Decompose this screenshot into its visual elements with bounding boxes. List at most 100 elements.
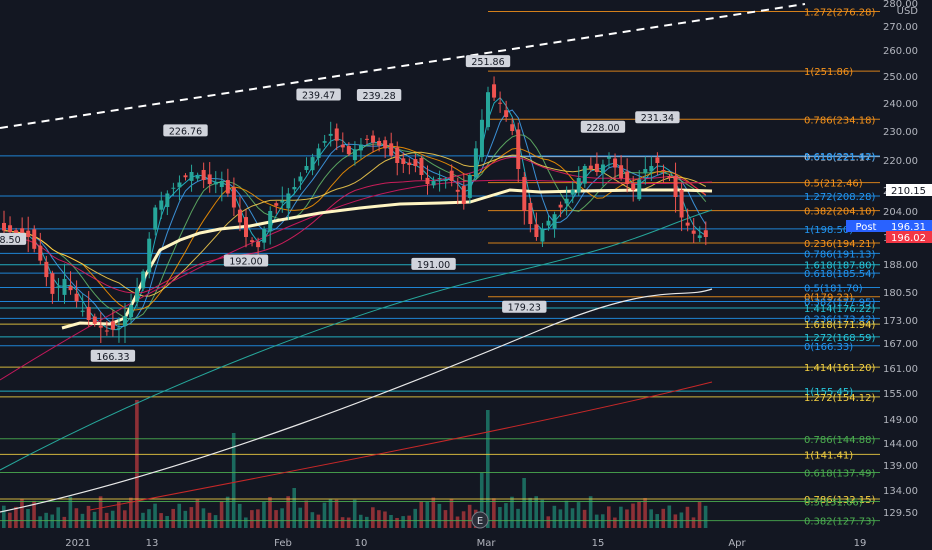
trendline-dashed[interactable] (0, 3, 806, 129)
peak-label-text: 191.00 (417, 260, 450, 271)
fib-level-label: 0.236(194.21) (804, 239, 876, 250)
price-badge-tag-text: Post (856, 222, 877, 233)
candle-body (607, 157, 611, 159)
candle-body (679, 189, 684, 218)
volume-bar (371, 507, 375, 528)
price-tick-label: 167.00 (883, 339, 918, 350)
fib-level-label: 0(179.23) (804, 293, 853, 304)
candle-body (129, 305, 134, 318)
volume-bar (685, 506, 690, 528)
candle-body (492, 84, 497, 98)
volume-bar (322, 502, 327, 528)
candle-body (219, 181, 224, 187)
candle-body (38, 245, 43, 261)
candle-body (274, 203, 279, 206)
peak-label-box (163, 124, 208, 137)
volume-bar (213, 515, 218, 528)
volume-bar (358, 514, 363, 528)
candle-body (2, 222, 6, 231)
volume-bar (643, 498, 647, 528)
earnings-marker-label: E (477, 516, 483, 527)
volume-bar (231, 433, 236, 528)
peak-label-text: 228.00 (586, 123, 619, 134)
volume-bar (576, 502, 581, 528)
candle-body (461, 186, 466, 204)
volume-bar (431, 497, 436, 528)
price-tick-label: 155.00 (883, 389, 918, 400)
volume-bar (195, 499, 200, 528)
candle-body (8, 225, 13, 233)
volume-bar (697, 501, 702, 528)
candle-body (371, 135, 376, 143)
time-tick-label: 13 (146, 538, 159, 549)
price-tick-label: 144.00 (883, 439, 918, 450)
candle-body (340, 144, 345, 148)
volume-bar (129, 497, 133, 528)
candle-body (479, 119, 484, 158)
peak-label-box (580, 120, 626, 133)
volume-bar (147, 509, 151, 528)
volume-bar (365, 516, 369, 528)
candle-body (147, 238, 152, 273)
volume-bar (619, 506, 623, 528)
peak-label-box (90, 349, 136, 362)
ma-100-teal (0, 209, 713, 471)
candle-body (570, 190, 575, 195)
candle-body (195, 176, 200, 179)
volume-bar (407, 515, 411, 528)
fib-level-label: 1.618(171.94) (804, 320, 876, 331)
candle-body (74, 293, 79, 302)
candle-body (225, 180, 230, 194)
candle-body (534, 224, 539, 237)
fib-level-label: 0.382(127.73) (804, 517, 876, 528)
candle-body (256, 241, 261, 248)
peak-label-text: 239.47 (302, 90, 335, 101)
volume-bar (165, 516, 169, 528)
candle-body (231, 187, 236, 208)
peak-label-box (223, 254, 269, 267)
candle-body (455, 189, 460, 192)
earnings-marker-group[interactable]: E (471, 511, 489, 529)
price-axis-background (886, 0, 932, 536)
price-tick-label: 240.00 (883, 99, 918, 110)
time-tick-label: 15 (592, 538, 605, 549)
volume-bar (262, 501, 266, 528)
candle-body (613, 158, 618, 168)
candlesticks (2, 76, 708, 344)
candle-body (123, 316, 127, 327)
price-tick-label: 180.50 (883, 288, 918, 299)
candle-body (528, 202, 533, 224)
fib-level-label: 1.272(208.28) (804, 192, 876, 203)
fib-level-label: 0.618(137.49) (804, 469, 876, 480)
volume-bar (68, 496, 73, 528)
peak-label-box (296, 88, 341, 101)
candle-body (649, 166, 654, 172)
trendline[interactable] (0, 3, 806, 129)
price-badge (886, 220, 932, 232)
fib-level-label: 0.5(181.70) (804, 284, 863, 295)
candle-body (588, 165, 593, 169)
candle-body (304, 166, 309, 171)
volume-bar (582, 509, 587, 528)
candle-body (401, 158, 406, 164)
volume-bar (588, 496, 593, 528)
candle-body (486, 92, 490, 128)
volume-bar (116, 500, 121, 528)
fib-level-label: 1.414(176.22) (804, 304, 876, 315)
volume-bar (395, 517, 399, 528)
fib-level-label: 1.618(221.42) (804, 152, 876, 163)
candle-body (322, 141, 327, 143)
earnings-marker[interactable] (471, 511, 489, 529)
candle-body (631, 183, 636, 190)
price-axis[interactable]: USD 280.00 270.00 260.00 250.00 240.00 230.00… (883, 0, 932, 536)
volume-bar (298, 507, 303, 528)
candle-body (286, 193, 291, 209)
fib-level-label: 1(198.50) (804, 225, 853, 236)
candle-body (268, 211, 273, 232)
time-axis[interactable]: 2021 13 Feb 10 Mar 15 Apr 19 (0, 536, 932, 550)
volume-bar (425, 501, 430, 528)
candle-body (685, 222, 690, 226)
candle-body (377, 140, 382, 146)
volume-bar (280, 508, 284, 528)
